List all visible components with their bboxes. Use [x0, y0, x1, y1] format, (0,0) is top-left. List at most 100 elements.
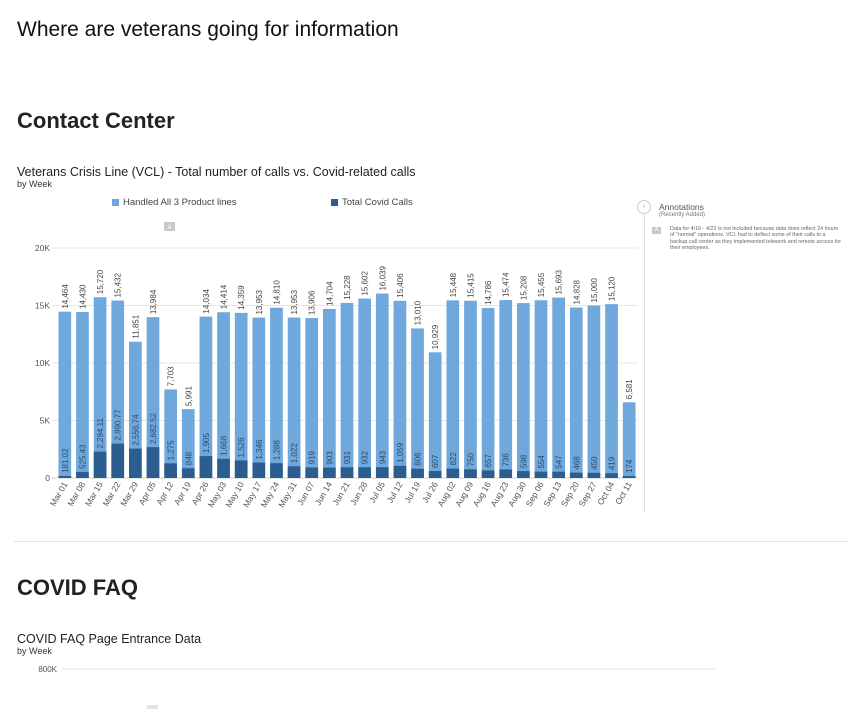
bar-handled — [199, 316, 213, 478]
bar-handled — [358, 298, 371, 478]
bar-handled — [622, 402, 636, 478]
value-label-covid: 657 — [484, 454, 493, 468]
value-label-handled: 15,693 — [555, 270, 564, 295]
value-label-handled: 15,602 — [361, 271, 370, 296]
bar-handled — [270, 307, 283, 478]
bar-covid — [358, 467, 371, 478]
value-label-handled: 14,414 — [220, 284, 229, 309]
bar-handled — [181, 409, 195, 478]
bar-covid — [446, 468, 460, 478]
bar-covid — [622, 475, 636, 478]
value-label-handled: 15,415 — [466, 273, 475, 298]
bar-covid — [323, 467, 336, 478]
annotations-subtitle: (Recently Added) — [659, 212, 706, 218]
value-label-handled: 15,000 — [590, 277, 599, 302]
value-label-handled: 13,906 — [308, 290, 317, 315]
bar-handled — [605, 304, 618, 478]
value-label-covid: 1,526 — [237, 437, 246, 458]
bar-handled — [552, 297, 565, 478]
bar-handled — [217, 312, 230, 478]
value-label-covid: 2,990.77 — [114, 409, 123, 441]
faq-y-tick-label: 800K — [38, 665, 57, 674]
bar-handled — [481, 307, 495, 478]
bar-handled — [93, 297, 107, 478]
annotation-marker-a[interactable]: A — [164, 222, 175, 231]
value-label-handled: 14,810 — [272, 280, 281, 305]
value-label-handled: 15,208 — [519, 275, 528, 300]
bar-covid — [111, 443, 125, 478]
value-label-covid: 450 — [590, 456, 599, 470]
bar-handled — [446, 300, 460, 478]
bar-covid — [252, 462, 266, 478]
bar-covid — [199, 456, 213, 478]
y-tick-label: 15K — [35, 301, 50, 311]
legend-swatch-covid — [331, 199, 338, 206]
value-label-covid: 1,059 — [396, 442, 405, 463]
y-tick-label: 10K — [35, 358, 50, 368]
bar-handled — [569, 307, 583, 478]
x-tick-label: Jul 05 — [367, 480, 387, 505]
annotation-badge[interactable]: A — [652, 227, 661, 234]
value-label-covid: 181.02 — [61, 448, 70, 473]
value-label-covid: 1,668 — [220, 435, 229, 456]
bar-covid — [552, 471, 565, 478]
legend-item-handled[interactable]: Handled All 3 Product lines — [112, 197, 237, 208]
bar-covid — [287, 466, 301, 478]
value-label-covid: 848 — [184, 451, 193, 465]
value-label-covid: 598 — [519, 454, 528, 468]
annotations-toggle-icon[interactable]: › — [637, 200, 651, 214]
y-tick-label: 20K — [35, 243, 50, 253]
bars — [58, 293, 636, 478]
bar-covid — [428, 471, 442, 478]
bar-handled — [411, 328, 424, 478]
value-label-covid: 419 — [608, 456, 617, 470]
annotation-marker-label: A — [167, 225, 171, 231]
bar-covid — [164, 463, 177, 478]
value-label-handled: 15,474 — [502, 272, 511, 297]
bar-covid — [499, 469, 513, 478]
bar-covid — [481, 470, 495, 478]
value-label-handled: 15,432 — [114, 273, 123, 298]
bar-handled — [146, 317, 160, 478]
value-label-covid: 607 — [431, 454, 440, 468]
legend-label-handled: Handled All 3 Product lines — [123, 197, 237, 208]
y-tick-label: 5K — [40, 416, 51, 426]
bar-covid — [93, 451, 107, 478]
legend-swatch-handled — [112, 199, 119, 206]
bar-covid — [569, 472, 583, 478]
value-label-handled: 15,455 — [537, 272, 546, 297]
value-label-covid: 1,288 — [272, 440, 281, 461]
value-label-covid: 1,022 — [290, 443, 299, 464]
section-heading-covid-faq: COVID FAQ — [17, 575, 139, 600]
bar-handled — [252, 317, 266, 478]
chart2-title: COVID FAQ Page Entrance Data — [17, 632, 202, 646]
bar-handled — [76, 312, 89, 478]
bar-covid — [270, 463, 283, 478]
value-label-handled: 10,929 — [431, 324, 440, 349]
bar-handled — [58, 311, 72, 478]
value-label-handled: 14,034 — [202, 289, 211, 314]
x-tick-label: Oct 11 — [613, 480, 634, 506]
bar-handled — [375, 293, 389, 478]
value-label-covid: 2,556.74 — [131, 414, 140, 446]
bar-covid — [234, 460, 248, 478]
value-label-covid: 932 — [361, 450, 370, 464]
section-divider — [14, 541, 848, 542]
value-label-covid: 2,682.52 — [149, 412, 158, 444]
x-tick-label: Jul 19 — [402, 480, 422, 505]
value-label-handled: 15,448 — [449, 272, 458, 297]
bar-covid — [217, 458, 230, 478]
bar-handled — [428, 352, 442, 478]
bar-handled — [323, 308, 336, 478]
bar-handled — [129, 341, 142, 478]
bar-handled — [234, 312, 248, 478]
value-label-covid: 750 — [466, 452, 475, 466]
value-label-covid: 174 — [625, 459, 634, 473]
bar-covid — [340, 467, 354, 478]
bar-handled — [111, 300, 125, 478]
faq-annotation-marker — [147, 705, 158, 709]
value-label-covid: 547 — [555, 455, 564, 469]
value-label-covid: 525.43 — [78, 444, 87, 469]
legend-item-covid[interactable]: Total Covid Calls — [331, 197, 413, 208]
